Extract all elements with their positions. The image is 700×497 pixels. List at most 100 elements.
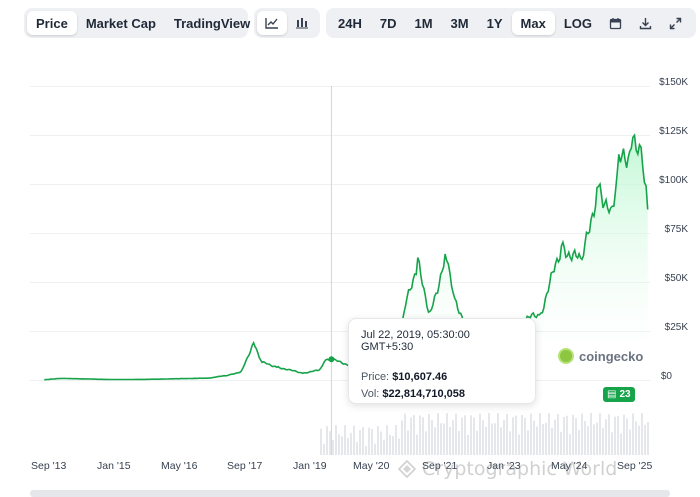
range-1y[interactable]: 1Y <box>486 15 503 31</box>
volume-bar <box>596 422 598 455</box>
volume-bar <box>434 427 436 455</box>
volume-bar <box>626 418 628 455</box>
volume-bar <box>491 423 493 455</box>
range-3m[interactable]: 3M <box>450 15 469 31</box>
volume-bar <box>593 424 595 455</box>
expand-icon[interactable] <box>661 11 691 35</box>
volume-bar <box>392 435 394 455</box>
volume-bar <box>344 425 346 455</box>
chart-toolbar: Price Market Cap TradingView 24H 7D 1M 3… <box>0 0 700 48</box>
volume-bar <box>476 430 478 455</box>
tooltip-price-label: Price: <box>361 371 390 383</box>
tab-price[interactable]: Price <box>27 11 77 35</box>
volume-bar <box>635 421 637 455</box>
watermark-text: Cryptographic World <box>422 458 618 480</box>
volume-bar <box>410 417 412 455</box>
volume-bar <box>569 434 571 455</box>
volume-bar <box>455 413 457 455</box>
volume-bar <box>587 426 589 455</box>
price-chart[interactable] <box>0 60 660 460</box>
volume-bar <box>323 444 325 455</box>
x-tick-label: Sep '25 <box>617 460 653 472</box>
gridline <box>30 184 650 185</box>
volume-bar <box>548 413 550 455</box>
x-tick-label: Sep '13 <box>31 460 67 472</box>
volume-bar <box>365 446 367 455</box>
tab-market-cap[interactable]: Market Cap <box>85 15 156 31</box>
events-count: 23 <box>619 389 631 400</box>
tooltip-price-value: $10,607.46 <box>392 371 448 383</box>
volume-bar <box>425 431 427 455</box>
range-1m[interactable]: 1M <box>414 15 433 31</box>
tooltip-volume-value: $22,814,710,058 <box>382 388 466 400</box>
volume-bar <box>608 414 610 455</box>
volume-bar <box>602 428 604 455</box>
price-tooltip: Jul 22, 2019, 05:30:00 GMT+5:30 Price: $… <box>348 318 536 404</box>
volume-bar <box>551 427 553 455</box>
volume-bar <box>404 413 406 455</box>
x-tick-label: May '20 <box>353 460 390 472</box>
volume-bar <box>389 434 391 455</box>
range-24h[interactable]: 24H <box>338 15 362 31</box>
log-scale-toggle[interactable]: LOG <box>563 15 592 31</box>
volume-bar <box>605 419 607 455</box>
volume-bar <box>428 413 430 455</box>
volume-bar <box>320 428 322 455</box>
x-tick-label: Jan '19 <box>293 460 327 472</box>
volume-bar <box>347 438 349 455</box>
volume-bar <box>485 426 487 455</box>
volume-bar <box>362 426 364 455</box>
volume-bar <box>431 419 433 455</box>
volume-bar <box>482 420 484 455</box>
y-tick-label: $50K <box>664 273 688 284</box>
volume-bar <box>572 414 574 455</box>
volume-bar <box>533 420 535 455</box>
events-badge[interactable]: ▤ 23 <box>603 387 635 402</box>
tab-tradingview[interactable]: TradingView <box>173 15 251 31</box>
volume-bar <box>515 415 517 455</box>
x-tick-label: Sep '17 <box>227 460 263 472</box>
calendar-icon[interactable] <box>601 11 631 35</box>
volume-bar <box>575 418 577 455</box>
volume-bar <box>590 413 592 455</box>
volume-bar <box>446 413 448 455</box>
volume-bar <box>401 420 403 455</box>
hover-point <box>328 356 335 363</box>
volume-bar <box>398 438 400 455</box>
volume-bar <box>437 413 439 455</box>
range-max[interactable]: Max <box>511 11 555 35</box>
volume-bar <box>341 436 343 455</box>
price-line <box>44 133 649 381</box>
volume-bar <box>332 440 334 455</box>
x-tick-label: May '24 <box>551 460 588 472</box>
volume-bar <box>470 415 472 455</box>
download-icon[interactable] <box>631 11 661 35</box>
volume-bar <box>383 439 385 455</box>
volume-bar <box>377 426 379 455</box>
volume-bar <box>497 413 499 455</box>
volume-bar <box>578 429 580 455</box>
volume-bar <box>611 432 613 455</box>
volume-bar <box>419 415 421 455</box>
volume-bar <box>632 413 634 455</box>
range-7d[interactable]: 7D <box>379 15 397 31</box>
volume-bar <box>359 430 361 455</box>
gridline <box>30 135 650 136</box>
volume-bar <box>524 417 526 455</box>
volume-bar <box>335 425 337 455</box>
x-tick-label: Jan '23 <box>487 460 521 472</box>
x-tick-label: Jan '15 <box>97 460 131 472</box>
volume-bars <box>320 413 649 455</box>
volume-bar <box>395 425 397 455</box>
volume-bar <box>494 423 496 455</box>
volume-bar <box>527 430 529 455</box>
view-tab-group: Price Market Cap TradingView <box>24 8 250 38</box>
volume-bar <box>407 430 409 455</box>
tooltip-date: Jul 22, 2019, 05:30:00 GMT+5:30 <box>361 329 470 353</box>
volume-bar <box>338 434 340 455</box>
volume-bar <box>461 417 463 455</box>
chart-range-scrollbar[interactable] <box>30 490 670 497</box>
tooltip-volume-row: Vol: $22,814,710,058 <box>361 388 523 400</box>
candlestick-chart-icon[interactable] <box>287 11 317 35</box>
line-chart-icon[interactable] <box>257 11 287 35</box>
